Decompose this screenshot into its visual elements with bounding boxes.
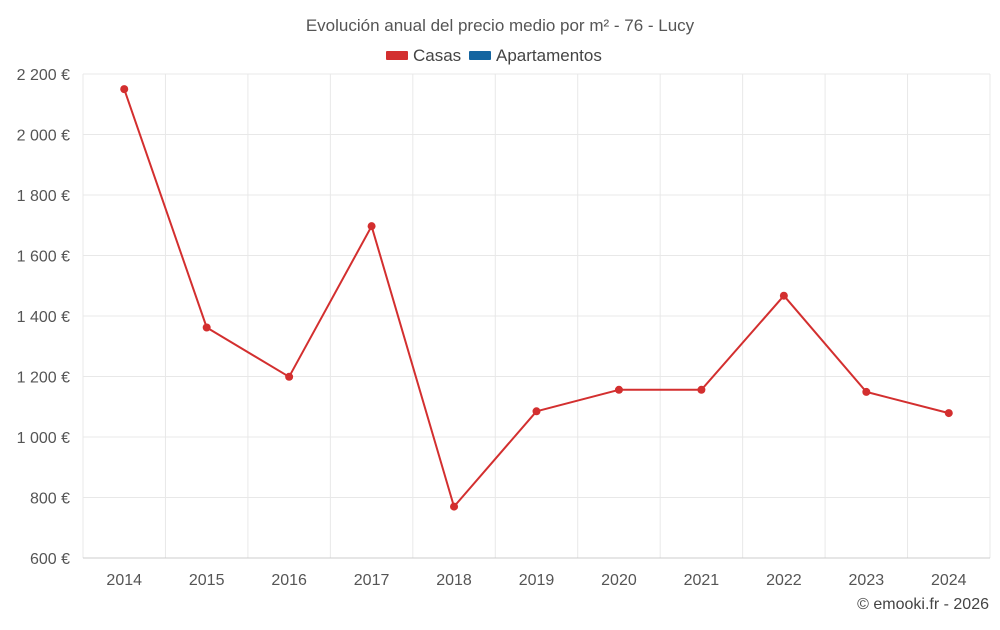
credit-text: © emooki.fr - 2026 [857,596,989,613]
x-tick-label: 2021 [684,572,720,589]
x-tick-label: 2016 [271,572,307,589]
x-tick-label: 2018 [436,572,472,589]
x-tick-label: 2020 [601,572,637,589]
x-tick-label: 2023 [849,572,885,589]
legend-label-casas[interactable]: Casas [413,46,461,65]
y-tick-label: 1 600 € [17,249,70,266]
y-tick-label: 2 200 € [17,67,70,84]
x-tick-label: 2022 [766,572,802,589]
data-point-casas[interactable] [944,409,953,418]
y-tick-label: 800 € [30,491,70,508]
data-point-casas[interactable] [697,385,706,394]
data-point-casas[interactable] [285,372,294,381]
grid [82,73,991,558]
axes: 600 € 800 € 1 000 € 1 200 € 1 400 € 1 600 € 1 … [17,67,990,589]
y-tick-label: 600 € [30,551,70,568]
x-tick-label: 2014 [106,572,142,589]
data-point-casas[interactable] [862,387,871,396]
y-tick-label: 1 400 € [17,309,70,326]
data-point-casas[interactable] [202,323,211,332]
legend-swatch-casas [386,51,408,60]
y-tick-label: 1 800 € [17,188,70,205]
data-point-casas[interactable] [779,291,788,300]
y-tick-label: 1 200 € [17,370,70,387]
series [120,85,953,511]
x-tick-label: 2024 [931,572,967,589]
legend-swatch-apartamentos [469,51,491,60]
data-point-casas[interactable] [120,85,129,94]
chart-title: Evolución anual del precio medio por m² … [306,16,695,35]
x-tick-label: 2017 [354,572,390,589]
y-tick-label: 1 000 € [17,430,70,447]
y-tick-label: 2 000 € [17,128,70,145]
x-tick-label: 2019 [519,572,555,589]
legend-label-apartamentos[interactable]: Apartamentos [496,46,602,65]
data-point-casas[interactable] [532,407,541,416]
data-point-casas[interactable] [614,385,623,394]
x-tick-label: 2015 [189,572,225,589]
legend: Casas Apartamentos [386,46,602,65]
data-point-casas[interactable] [367,222,376,231]
data-point-casas[interactable] [450,502,459,511]
